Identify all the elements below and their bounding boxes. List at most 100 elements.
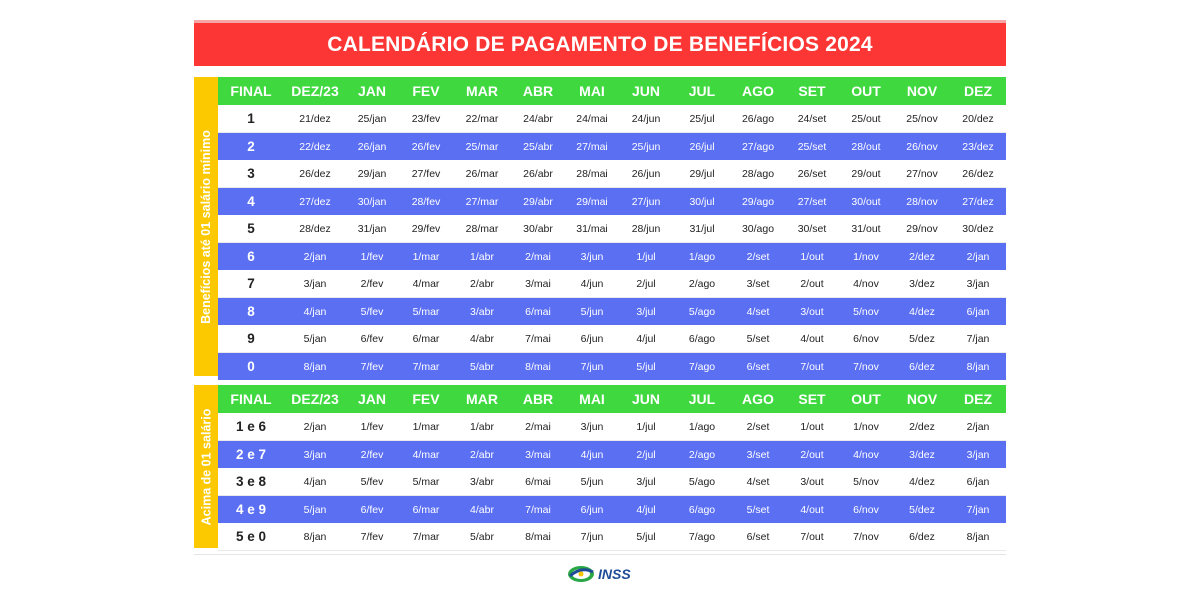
date-cell: 4/jun: [566, 440, 618, 468]
date-cell: 2/jan: [950, 413, 1006, 441]
date-cell: 5/dez: [894, 495, 950, 523]
date-cell: 1/abr: [454, 242, 510, 270]
date-cell: 2/ago: [674, 270, 730, 298]
date-cell: 2/ago: [674, 440, 730, 468]
date-cell: 28/dez: [284, 215, 346, 243]
date-cell: 25/jun: [618, 132, 674, 160]
date-cell: 7/fev: [346, 352, 398, 380]
date-cell: 3/dez: [894, 440, 950, 468]
header-month: JUN: [618, 385, 674, 413]
final-cell: 3: [218, 160, 284, 188]
date-cell: 27/dez: [284, 187, 346, 215]
date-cell: 6/mai: [510, 468, 566, 496]
header-month: NOV: [894, 77, 950, 105]
date-cell: 7/out: [786, 352, 838, 380]
date-cell: 6/mai: [510, 297, 566, 325]
date-cell: 2/jan: [284, 242, 346, 270]
section1-label: Benefícios até 01 salário mínimo: [199, 129, 214, 324]
date-cell: 2/fev: [346, 270, 398, 298]
date-cell: 25/jan: [346, 105, 398, 133]
section2-side-label: Acima de 01 salário: [194, 385, 218, 548]
date-cell: 25/nov: [894, 105, 950, 133]
date-cell: 5/jul: [618, 523, 674, 551]
date-cell: 4/mar: [398, 440, 454, 468]
date-cell: 1/mar: [398, 242, 454, 270]
date-cell: 7/jan: [950, 325, 1006, 353]
date-cell: 6/mar: [398, 325, 454, 353]
date-cell: 2/dez: [894, 413, 950, 441]
date-cell: 27/mai: [566, 132, 618, 160]
date-cell: 4/nov: [838, 270, 894, 298]
date-cell: 8/mai: [510, 523, 566, 551]
final-cell: 0: [218, 352, 284, 380]
date-cell: 5/mar: [398, 468, 454, 496]
date-cell: 2/abr: [454, 440, 510, 468]
final-cell: 5 e 0: [218, 523, 284, 551]
logo-text: INSS: [598, 566, 631, 582]
final-cell: 1: [218, 105, 284, 133]
date-cell: 2/abr: [454, 270, 510, 298]
table-row: 1 21/dez 25/jan 23/fev 22/mar 24/abr 24/mai 24/…: [218, 105, 1006, 133]
date-cell: 5/jan: [284, 325, 346, 353]
date-cell: 6/dez: [894, 352, 950, 380]
header-month: DEZ/23: [284, 77, 346, 105]
date-cell: 4/jan: [284, 468, 346, 496]
date-cell: 1/ago: [674, 242, 730, 270]
final-cell: 2 e 7: [218, 440, 284, 468]
header-month: SET: [786, 77, 838, 105]
header-month: DEZ/23: [284, 385, 346, 413]
date-cell: 1/mar: [398, 413, 454, 441]
section2-table: FINAL DEZ/23 JAN FEV MAR ABR MAI JUN JUL AGO SET OU…: [218, 385, 1006, 551]
date-cell: 30/abr: [510, 215, 566, 243]
table-row: 2 22/dez 26/jan 26/fev 25/mar 25/abr 27/mai 25/…: [218, 132, 1006, 160]
date-cell: 3/mai: [510, 270, 566, 298]
date-cell: 31/jul: [674, 215, 730, 243]
final-cell: 3 e 8: [218, 468, 284, 496]
date-cell: 26/dez: [950, 160, 1006, 188]
inss-logo-icon: [568, 566, 594, 582]
date-cell: 1/abr: [454, 413, 510, 441]
header-month: FEV: [398, 77, 454, 105]
date-cell: 29/out: [838, 160, 894, 188]
date-cell: 30/set: [786, 215, 838, 243]
table-row: 0 8/jan 7/fev 7/mar 5/abr 8/mai 7/jun 5/jul 7/ag…: [218, 352, 1006, 380]
date-cell: 22/dez: [284, 132, 346, 160]
date-cell: 5/abr: [454, 352, 510, 380]
date-cell: 28/out: [838, 132, 894, 160]
date-cell: 6/jan: [950, 297, 1006, 325]
header-final: FINAL: [218, 385, 284, 413]
date-cell: 8/jan: [284, 352, 346, 380]
date-cell: 7/mar: [398, 523, 454, 551]
date-cell: 25/set: [786, 132, 838, 160]
header-month: OUT: [838, 77, 894, 105]
section1-side-label: Benefícios até 01 salário mínimo: [194, 77, 218, 376]
date-cell: 1/out: [786, 413, 838, 441]
date-cell: 2/out: [786, 440, 838, 468]
date-cell: 3/jun: [566, 413, 618, 441]
inss-logo: INSS: [567, 563, 631, 585]
table-row: 3 26/dez 29/jan 27/fev 26/mar 26/abr 28/mai 26/…: [218, 160, 1006, 188]
date-cell: 4/jan: [284, 297, 346, 325]
date-cell: 24/abr: [510, 105, 566, 133]
final-cell: 8: [218, 297, 284, 325]
date-cell: 5/fev: [346, 297, 398, 325]
date-cell: 6/ago: [674, 495, 730, 523]
date-cell: 6/fev: [346, 325, 398, 353]
date-cell: 26/mar: [454, 160, 510, 188]
date-cell: 23/dez: [950, 132, 1006, 160]
date-cell: 29/mai: [566, 187, 618, 215]
date-cell: 5/mar: [398, 297, 454, 325]
date-cell: 8/jan: [284, 523, 346, 551]
date-cell: 24/mai: [566, 105, 618, 133]
date-cell: 27/mar: [454, 187, 510, 215]
date-cell: 1/nov: [838, 413, 894, 441]
date-cell: 26/fev: [398, 132, 454, 160]
date-cell: 3/out: [786, 468, 838, 496]
final-cell: 1 e 6: [218, 413, 284, 441]
date-cell: 5/fev: [346, 468, 398, 496]
date-cell: 2/dez: [894, 242, 950, 270]
date-cell: 30/out: [838, 187, 894, 215]
final-cell: 2: [218, 132, 284, 160]
date-cell: 28/fev: [398, 187, 454, 215]
table-row: 4 e 9 5/jan 6/fev 6/mar 4/abr 7/mai 6/jun 4/jul…: [218, 495, 1006, 523]
